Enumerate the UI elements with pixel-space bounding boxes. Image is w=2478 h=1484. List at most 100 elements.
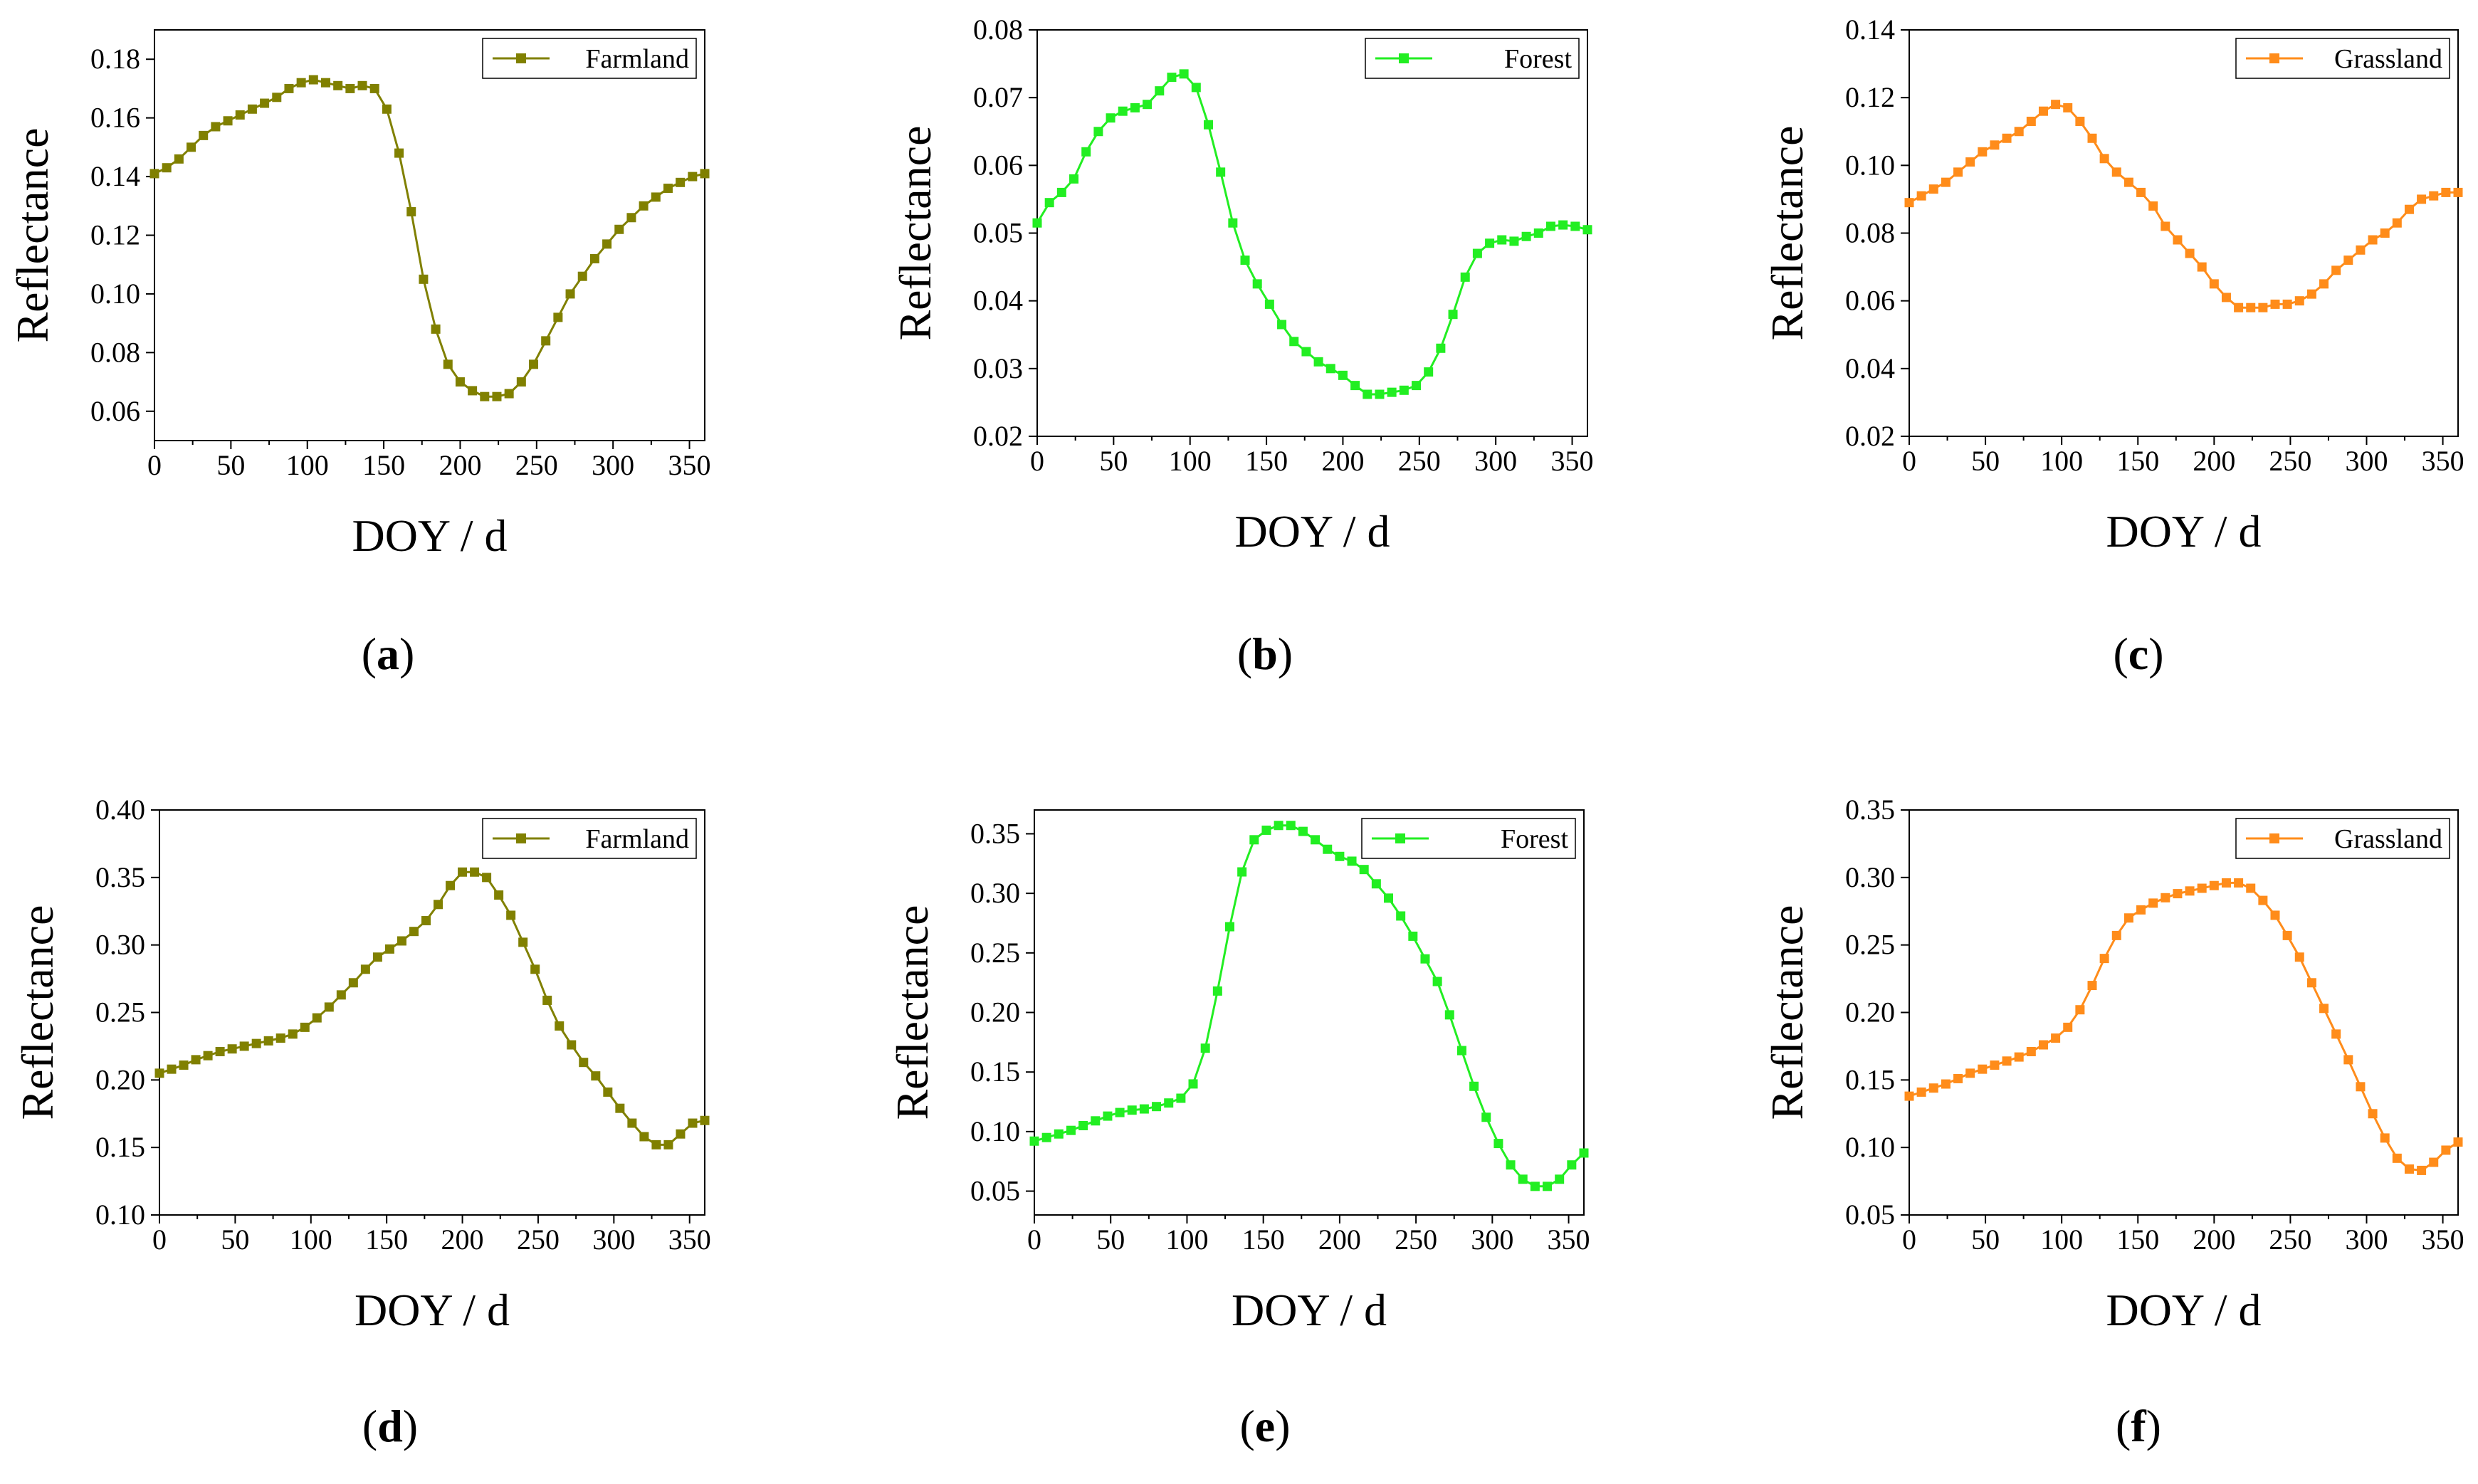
y-tick-label: 0.25 [1845,929,1895,961]
plot-frame [1909,809,2459,1216]
data-point [2087,981,2097,991]
data-point [591,1071,601,1081]
data-point [2099,954,2109,964]
data-point [174,154,184,164]
data-point [1387,387,1397,397]
x-tick-label: 100 [1169,445,1212,477]
x-tick-label: 200 [439,449,481,481]
data-point [431,324,441,334]
x-tick-label: 0 [152,1223,167,1256]
data-point [1904,198,1914,208]
y-tick-label: 0.03 [973,352,1023,384]
plot-frame [154,29,705,441]
y-tick-label: 0.25 [970,937,1020,969]
data-point [676,177,686,187]
data-point [1261,825,1271,835]
data-point [1545,221,1555,231]
data-point [2234,878,2244,888]
caption-open-paren: ( [2116,1401,2131,1451]
data-point [1066,1125,1076,1135]
y-tick-label: 0.14 [1845,14,1895,46]
data-point [419,274,429,284]
caption-letter: e [1255,1401,1275,1451]
data-point [494,890,504,900]
data-point [1481,1112,1491,1122]
chart-panel-e: 0 50 100 150 200 250 300 350 0.05 0.10 0.15 0.20 0.2… [887,809,1590,1451]
x-tick-label: 200 [1318,1223,1361,1256]
panel-caption: (c) [2113,628,2163,679]
series-line-grassland [1909,881,2459,1172]
x-tick-label: 350 [1551,445,1594,477]
data-point [2075,1005,2085,1015]
data-point [627,1118,637,1128]
data-point [251,1038,261,1048]
data-point [565,289,575,299]
x-tick-label: 50 [1971,1223,2000,1256]
data-point [235,110,245,120]
data-point [663,1140,673,1149]
chart-panel-d: 0 50 100 150 200 250 300 350 0.10 0.15 0.20 0.25 0.3… [12,794,711,1451]
data-point [2209,279,2219,289]
data-point [542,995,552,1005]
data-point [458,867,468,877]
x-tick-label: 50 [1099,445,1128,477]
caption-close-paren: ) [1275,1401,1290,1451]
legend-label: Forest [1504,44,1572,74]
data-point [149,169,159,179]
data-point [1399,385,1409,395]
data-point [247,104,257,114]
caption-close-paren: ) [403,1401,418,1451]
data-point [1497,235,1507,245]
data-point [312,1013,322,1023]
data-point [1298,826,1308,836]
data-point [1130,102,1140,112]
chart-panel-b: 0 50 100 150 200 250 300 350 0.02 0.03 0.04 0.05 0.0… [890,14,1594,679]
data-point [1493,1139,1503,1149]
caption-close-paren: ) [1278,628,1293,679]
legend-label: Farmland [585,824,689,854]
legend-label: Forest [1501,824,1568,854]
y-tick-label: 0.10 [90,278,140,310]
data-point [409,927,419,937]
series-line-forest [1036,73,1588,396]
data-point [1118,106,1128,116]
y-tick-label: 0.02 [973,420,1023,452]
data-point [516,377,526,387]
data-point [663,184,673,194]
data-point [1237,867,1247,877]
data-point [1582,225,1592,235]
data-point [639,201,649,211]
data-point [1518,1174,1528,1184]
caption-letter: a [377,628,399,679]
data-point [272,93,282,102]
data-point [1533,228,1543,238]
data-point [1460,272,1470,282]
data-point [284,83,294,93]
x-axis-title: DOY / d [1234,506,1390,557]
x-tick-label: 300 [592,1223,635,1256]
data-point [2368,1109,2378,1119]
data-point [1325,364,1335,374]
data-point [1990,140,2000,150]
data-point [2417,1165,2427,1175]
data-point [1143,100,1153,110]
data-point [1396,911,1406,921]
data-point [1212,986,1222,996]
data-point [2161,893,2170,902]
x-tick-label: 50 [216,449,245,481]
y-tick-label: 0.14 [90,160,140,192]
data-point [2404,204,2414,214]
data-point [1228,218,1238,228]
data-point [1420,954,1430,964]
data-point [300,1022,310,1032]
x-tick-label: 300 [2346,445,2388,477]
caption-open-paren: ( [1237,628,1252,679]
data-point [2161,221,2170,231]
data-point [434,900,443,910]
data-point [2453,187,2463,197]
data-point [2014,127,2024,137]
caption-open-paren: ( [362,628,377,679]
data-point [529,359,539,369]
data-point [1363,389,1372,399]
data-point [1990,1060,2000,1070]
